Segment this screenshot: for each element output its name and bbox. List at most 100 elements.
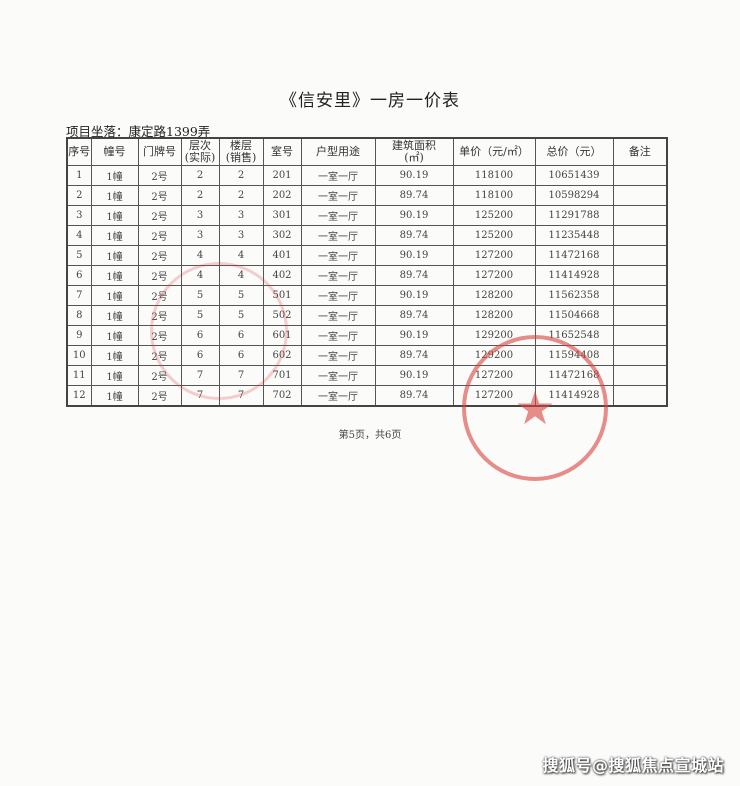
table-cell: 12 — [66, 385, 92, 407]
table-cell: 1幢 — [90, 265, 139, 286]
table-cell: 2 — [218, 185, 264, 206]
table-cell: 1幢 — [90, 165, 139, 186]
column-header: 总价（元） — [534, 137, 614, 166]
table-cell: 1幢 — [90, 245, 139, 266]
table-row: 2 1幢 2号 2 2 202 一室一厅 89.74 118100 10598294 — [66, 185, 668, 206]
table-cell: 4 — [180, 245, 220, 266]
table-row: 1 1幢 2号 2 2 201 一室一厅 90.19 118100 10651439 — [66, 165, 668, 186]
table-cell — [612, 265, 668, 286]
table-cell: 202 — [262, 185, 302, 206]
table-cell: 2 — [180, 185, 220, 206]
table-cell — [612, 245, 668, 266]
table-row: 4 1幢 2号 3 3 302 一室一厅 89.74 125200 11235448 — [66, 225, 668, 246]
table-cell: 90.19 — [374, 365, 454, 386]
table-cell: 11414928 — [534, 265, 614, 286]
table-cell — [612, 325, 668, 346]
table-cell: 2号 — [137, 185, 182, 206]
table-cell: 一室一厅 — [300, 385, 376, 407]
table-cell: 11414928 — [534, 385, 614, 407]
table-cell: 2 — [180, 165, 220, 186]
table-cell: 一室一厅 — [300, 185, 376, 206]
table-cell — [612, 305, 668, 326]
table-cell: 501 — [262, 285, 302, 306]
table-cell: 一室一厅 — [300, 325, 376, 346]
table-cell: 128200 — [452, 305, 536, 326]
table-cell: 2号 — [137, 225, 182, 246]
table-cell: 4 — [66, 225, 92, 246]
table-cell: 6 — [180, 325, 220, 346]
table-cell: 1幢 — [90, 385, 139, 407]
table-cell: 89.74 — [374, 265, 454, 286]
table-cell: 702 — [262, 385, 302, 407]
table-cell: 89.74 — [374, 345, 454, 366]
table-cell: 2 — [66, 185, 92, 206]
column-header: 门牌号 — [137, 137, 182, 166]
project-location: 项目坐落：康定路1399弄 — [66, 124, 211, 139]
table-cell: 402 — [262, 265, 302, 286]
table-cell: 11504668 — [534, 305, 614, 326]
table-cell: 701 — [262, 365, 302, 386]
table-cell: 5 — [66, 245, 92, 266]
table-cell: 502 — [262, 305, 302, 326]
table-cell: 2号 — [137, 365, 182, 386]
table-cell — [612, 365, 668, 386]
table-cell: 2 — [218, 165, 264, 186]
table-cell — [612, 345, 668, 366]
table-cell: 7 — [180, 385, 220, 407]
table-cell: 5 — [218, 285, 264, 306]
table-cell: 10598294 — [534, 185, 614, 206]
table-cell: 6 — [66, 265, 92, 286]
table-cell: 8 — [66, 305, 92, 326]
table-cell: 2号 — [137, 265, 182, 286]
table-cell: 89.74 — [374, 385, 454, 407]
table-cell — [612, 205, 668, 226]
table-row: 6 1幢 2号 4 4 402 一室一厅 89.74 127200 11414928 — [66, 265, 668, 286]
table-cell: 6 — [180, 345, 220, 366]
column-header: 序号 — [66, 137, 92, 166]
table-cell: 1幢 — [90, 345, 139, 366]
table-cell: 11562358 — [534, 285, 614, 306]
column-header: 户型用途 — [300, 137, 376, 166]
table-cell: 1幢 — [90, 325, 139, 346]
table-cell: 4 — [218, 245, 264, 266]
table-cell: 4 — [180, 265, 220, 286]
table-cell: 3 — [218, 225, 264, 246]
table-cell: 1幢 — [90, 225, 139, 246]
table-cell: 一室一厅 — [300, 305, 376, 326]
table-row: 9 1幢 2号 6 6 601 一室一厅 90.19 129200 11652548 — [66, 325, 668, 346]
table-cell: 118100 — [452, 165, 536, 186]
table-cell — [612, 285, 668, 306]
table-cell: 11472168 — [534, 365, 614, 386]
price-table: 序号 幢号 门牌号 层次 (实际) 楼层 (销售) 室号 户型用途 建筑面积 (㎡) 单价（元/… — [66, 137, 668, 407]
table-cell: 7 — [180, 365, 220, 386]
table-cell: 一室一厅 — [300, 365, 376, 386]
table-cell: 2号 — [137, 285, 182, 306]
table-cell: 129200 — [452, 325, 536, 346]
table-cell: 3 — [66, 205, 92, 226]
table-header: 序号 幢号 门牌号 层次 (实际) 楼层 (销售) 室号 户型用途 建筑面积 (㎡) 单价（元/… — [66, 137, 668, 166]
table-cell: 10 — [66, 345, 92, 366]
table-cell: 118100 — [452, 185, 536, 206]
table-cell: 90.19 — [374, 325, 454, 346]
table-cell: 10651439 — [534, 165, 614, 186]
table-row: 3 1幢 2号 3 3 301 一室一厅 90.19 125200 11291788 — [66, 205, 668, 226]
table-cell: 201 — [262, 165, 302, 186]
table-cell: 3 — [180, 225, 220, 246]
table-cell: 2号 — [137, 165, 182, 186]
table-cell: 127200 — [452, 365, 536, 386]
table-cell: 125200 — [452, 225, 536, 246]
table-cell: 89.74 — [374, 305, 454, 326]
table-cell: 一室一厅 — [300, 225, 376, 246]
table-cell: 2号 — [137, 245, 182, 266]
table-cell: 1幢 — [90, 205, 139, 226]
table-cell: 2号 — [137, 385, 182, 407]
table-cell: 11652548 — [534, 325, 614, 346]
table-cell: 11 — [66, 365, 92, 386]
table-cell: 1幢 — [90, 185, 139, 206]
table-cell: 一室一厅 — [300, 205, 376, 226]
table-row: 5 1幢 2号 4 4 401 一室一厅 90.19 127200 11472168 — [66, 245, 668, 266]
table-cell: 7 — [218, 365, 264, 386]
table-cell: 一室一厅 — [300, 165, 376, 186]
table-cell: 11291788 — [534, 205, 614, 226]
column-header: 幢号 — [90, 137, 139, 166]
